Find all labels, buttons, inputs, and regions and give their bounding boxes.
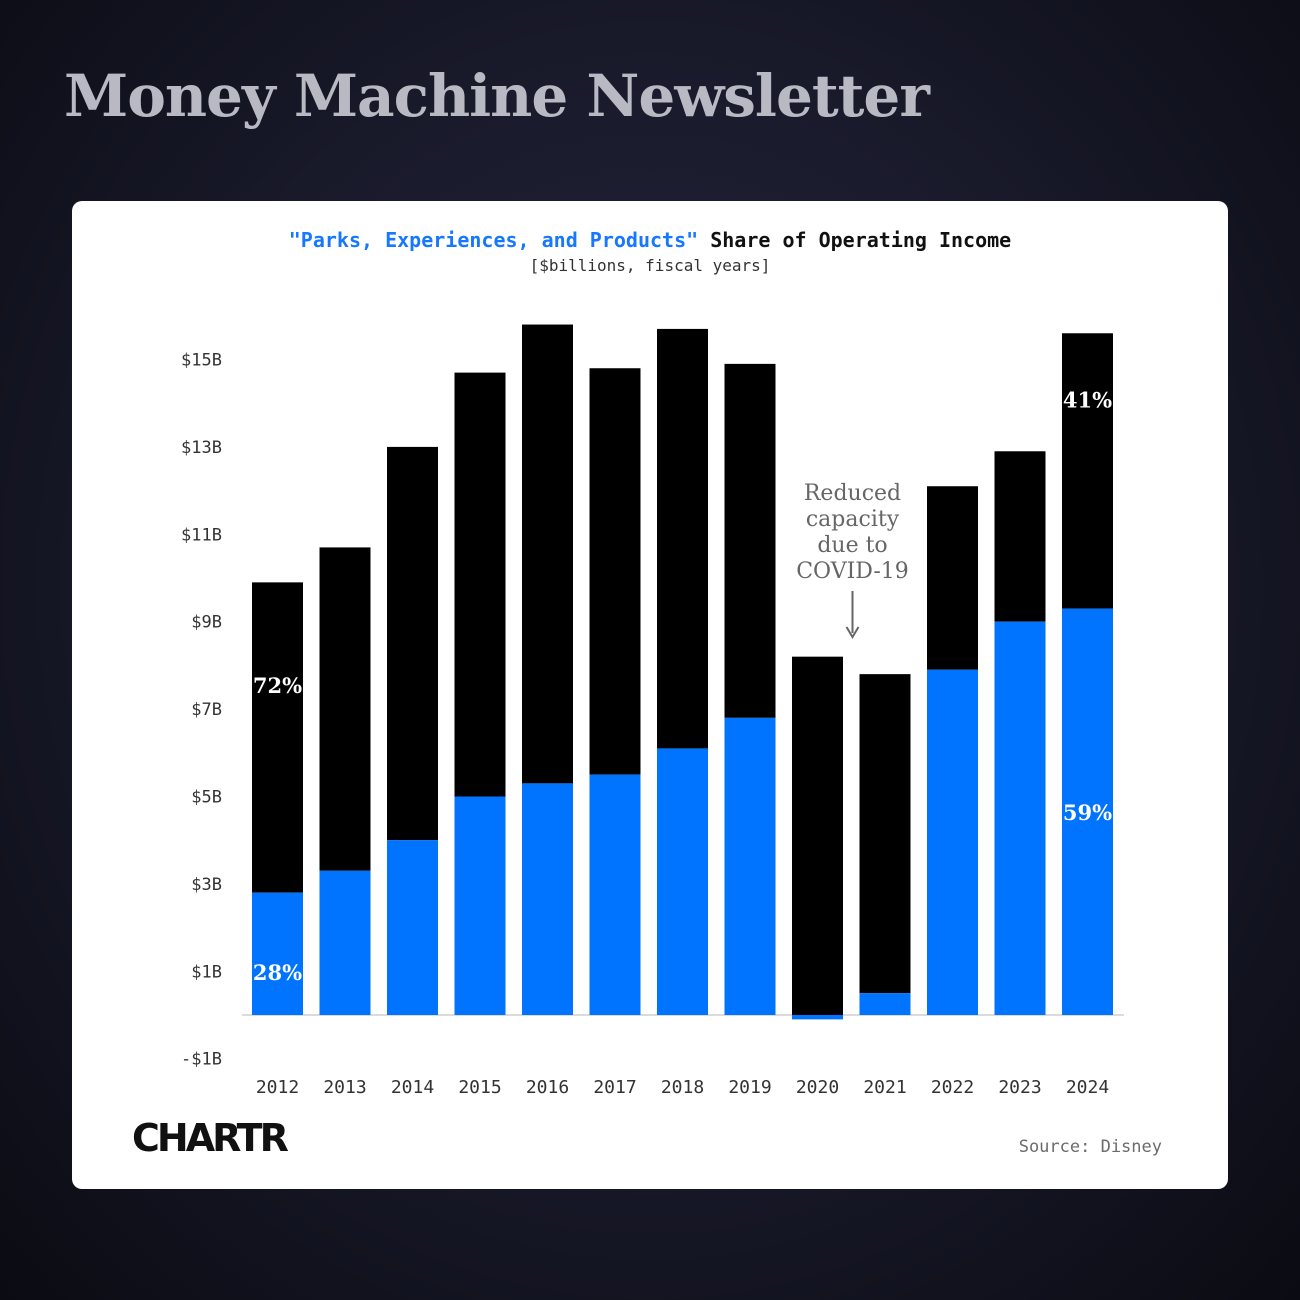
x-tick-label: 2023: [998, 1077, 1041, 1098]
data-label: 41%: [1063, 387, 1112, 412]
bar-other-2021: [859, 674, 911, 994]
x-tick-label: 2016: [526, 1077, 569, 1098]
bar-other-2014: [387, 446, 438, 841]
bar-parks-2024: [1062, 608, 1113, 1015]
bar-other-2013: [319, 547, 371, 871]
x-tick-label: 2015: [458, 1077, 501, 1098]
y-tick-label: $3B: [191, 875, 222, 895]
bar-other-2022: [927, 486, 978, 670]
chart-title-highlight: "Parks, Experiences, and Products": [288, 228, 699, 252]
annotation-text: due to: [817, 533, 887, 558]
source-note: Source: Disney: [1018, 1137, 1162, 1157]
bar-parks-2022: [927, 669, 978, 1015]
x-tick-label: 2021: [863, 1077, 906, 1098]
chart-subtitle: [$billions, fiscal years]: [529, 256, 771, 275]
bar-other-2015: [454, 372, 506, 797]
annotation-arrow-head: [845, 626, 860, 639]
bar-other-2016: [522, 324, 573, 784]
x-tick-label: 2020: [796, 1077, 839, 1098]
y-tick-label: $1B: [191, 962, 222, 982]
y-tick-label: $5B: [191, 788, 222, 808]
chartr-logo: CHARTR: [132, 1116, 289, 1160]
y-tick-label: -$1B: [181, 1050, 222, 1070]
y-tick-label: $9B: [191, 613, 222, 633]
y-tick-label: $13B: [181, 438, 222, 458]
data-label: 28%: [253, 960, 302, 985]
bar-parks-2017: [589, 774, 641, 1015]
bar-other-2020: [792, 656, 843, 1015]
x-tick-label: 2014: [391, 1077, 434, 1098]
bar-parks-2023: [994, 621, 1046, 1015]
stacked-bar-chart: $15B $13B $11B $9B $7B $5B $3B $1B -$1B 2012 2013 2…: [181, 324, 1124, 1098]
x-tick-label: 2018: [661, 1077, 704, 1098]
bar-parks-2013: [319, 870, 371, 1015]
x-tick-label: 2024: [1066, 1077, 1109, 1098]
bar-parks-2019: [724, 717, 776, 1015]
y-tick-label: $11B: [181, 525, 222, 545]
bar-other-2017: [589, 368, 641, 775]
bar-parks-2020: [792, 1015, 843, 1020]
bar-other-2019: [724, 363, 776, 718]
x-tick-label: 2017: [593, 1077, 636, 1098]
chart-title-rest: Share of Operating Income: [698, 228, 1012, 252]
bar-other-2018: [657, 328, 708, 749]
chart-title: "Parks, Experiences, and Products" Share…: [72, 228, 1228, 252]
annotation-text: COVID-19: [796, 559, 909, 584]
bar-other-2024: [1062, 333, 1113, 609]
chart-card: $15B $13B $11B $9B $7B $5B $3B $1B -$1B 2012 2013 2…: [72, 201, 1228, 1189]
x-tick-label: 2019: [728, 1077, 771, 1098]
bar-parks-2012: [252, 892, 303, 1015]
bar-other-2023: [994, 451, 1046, 622]
bar-parks-2015: [454, 796, 506, 1015]
y-tick-label: $15B: [181, 351, 222, 371]
annotation-text: Reduced: [804, 481, 901, 506]
bar-parks-2016: [522, 783, 573, 1015]
newsletter-title: Money Machine Newsletter: [64, 62, 930, 130]
annotation-text: capacity: [806, 507, 900, 532]
x-tick-label: 2012: [256, 1077, 299, 1098]
bar-parks-2018: [657, 748, 708, 1015]
y-tick-label: $7B: [191, 700, 222, 720]
bar-parks-2021: [859, 993, 911, 1015]
x-tick-label: 2013: [323, 1077, 366, 1098]
data-label: 59%: [1063, 800, 1112, 825]
bar-other-2012: [252, 582, 303, 893]
x-tick-label: 2022: [931, 1077, 974, 1098]
bar-parks-2014: [387, 840, 438, 1015]
data-label: 72%: [253, 673, 302, 698]
